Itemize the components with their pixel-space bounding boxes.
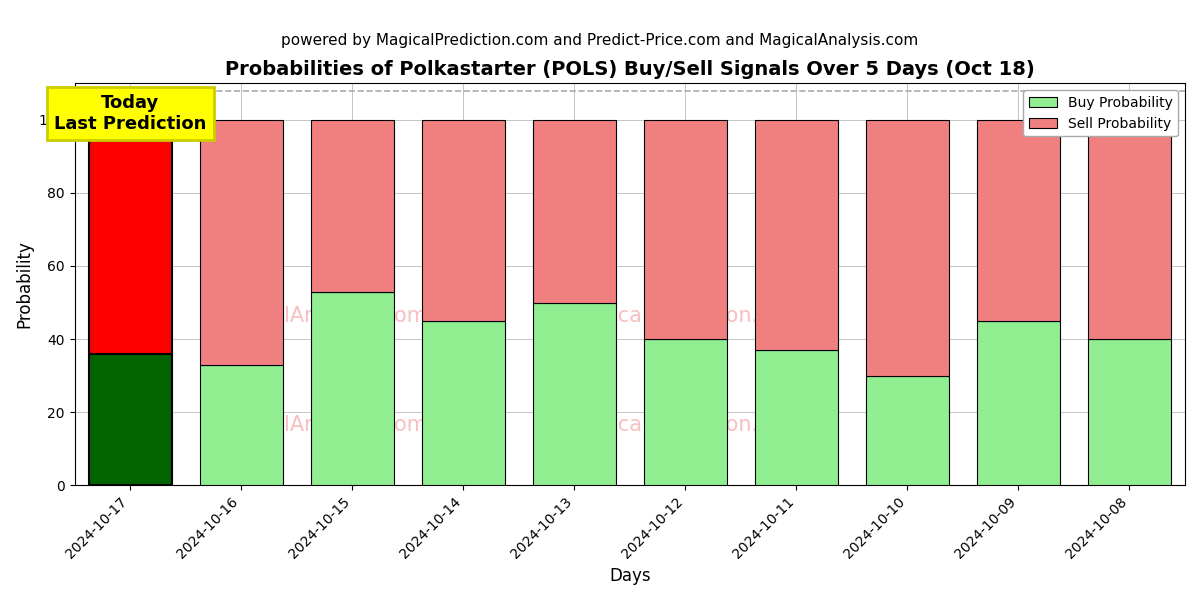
Y-axis label: Probability: Probability (16, 241, 34, 328)
Bar (311, 292, 394, 485)
Bar (89, 120, 172, 353)
Bar (643, 339, 727, 485)
Text: MagicalAnalysis.com: MagicalAnalysis.com (210, 415, 427, 435)
Text: Today
Last Prediction: Today Last Prediction (54, 94, 206, 133)
Bar (421, 321, 505, 485)
Bar (421, 120, 505, 321)
Bar (1088, 120, 1171, 339)
Bar (865, 376, 949, 485)
Text: MagicalPrediction.com: MagicalPrediction.com (568, 415, 803, 435)
Bar (533, 302, 616, 485)
Bar (865, 120, 949, 376)
Bar (755, 120, 838, 350)
Legend: Buy Probability, Sell Probability: Buy Probability, Sell Probability (1024, 90, 1178, 136)
X-axis label: Days: Days (610, 567, 650, 585)
Bar (89, 353, 172, 485)
Bar (199, 120, 283, 365)
Bar (643, 120, 727, 339)
Bar (199, 365, 283, 485)
Bar (977, 120, 1060, 321)
Title: Probabilities of Polkastarter (POLS) Buy/Sell Signals Over 5 Days (Oct 18): Probabilities of Polkastarter (POLS) Buy… (224, 60, 1034, 79)
Text: MagicalPrediction.com: MagicalPrediction.com (568, 307, 803, 326)
Bar (533, 120, 616, 302)
Text: MagicalAnalysis.com: MagicalAnalysis.com (210, 307, 427, 326)
Bar (755, 350, 838, 485)
Text: powered by MagicalPrediction.com and Predict-Price.com and MagicalAnalysis.com: powered by MagicalPrediction.com and Pre… (281, 33, 919, 48)
Bar (311, 120, 394, 292)
Bar (977, 321, 1060, 485)
Bar (1088, 339, 1171, 485)
